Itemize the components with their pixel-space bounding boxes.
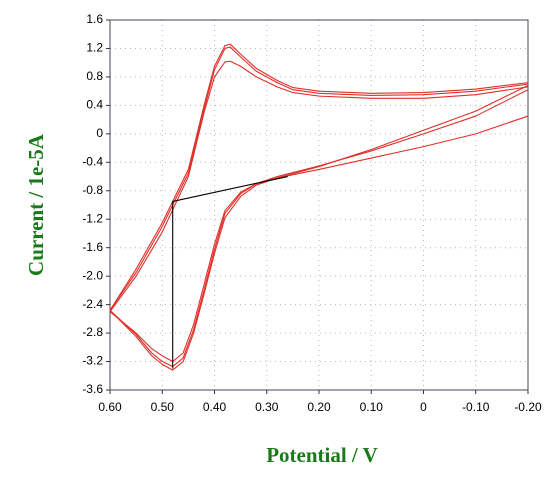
y-tick-label: -0.8 <box>82 183 103 197</box>
x-tick-label: -0.10 <box>462 400 490 414</box>
x-tick-label: 0.50 <box>151 400 175 414</box>
y-tick-label: -3.2 <box>82 354 103 368</box>
y-tick-label: -3.6 <box>82 382 103 396</box>
x-tick-label: 0.30 <box>255 400 279 414</box>
x-tick-label: -0.20 <box>514 400 542 414</box>
x-tick-label: 0.20 <box>307 400 331 414</box>
x-tick-label: 0.60 <box>98 400 122 414</box>
y-tick-label: -1.6 <box>82 240 103 254</box>
y-tick-label: 0.4 <box>86 98 103 112</box>
y-tick-label: 0 <box>96 126 103 140</box>
y-tick-label: -2.0 <box>82 268 103 282</box>
y-tick-label: -0.4 <box>82 154 103 168</box>
y-tick-label: -2.8 <box>82 325 103 339</box>
y-tick-label: 1.2 <box>86 41 103 55</box>
x-axis-title: Potential / V <box>266 443 378 467</box>
x-tick-label: 0.40 <box>203 400 227 414</box>
y-tick-label: 1.6 <box>86 12 103 26</box>
x-tick-label: 0.10 <box>360 400 384 414</box>
y-tick-label: -1.2 <box>82 211 103 225</box>
x-tick-label: 0 <box>420 400 427 414</box>
y-tick-label: -2.4 <box>82 297 103 311</box>
y-tick-label: 0.8 <box>86 69 103 83</box>
cv-curve <box>172 176 288 369</box>
y-axis-title: Current / 1e-5A <box>24 133 48 276</box>
plot-frame <box>109 19 529 391</box>
